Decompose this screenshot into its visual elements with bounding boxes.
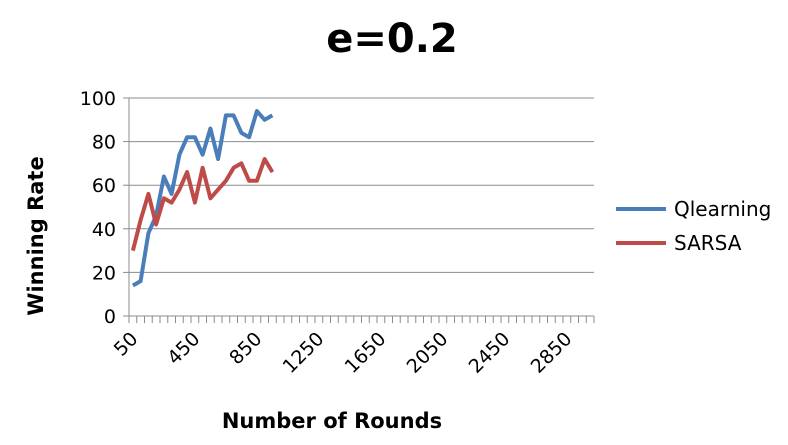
x-tick-label: 2850 — [527, 328, 577, 378]
series-line-sarsa — [130, 157, 275, 252]
y-tick-label: 40 — [92, 219, 116, 241]
axes — [128, 98, 594, 317]
x-tick-label: 450 — [163, 328, 204, 369]
y-tick-label: 20 — [92, 262, 116, 284]
y-tick-label: 100 — [80, 88, 116, 110]
x-tick-label: 1250 — [279, 328, 329, 378]
y-tick-label: 0 — [104, 306, 116, 328]
y-tick-label: 60 — [92, 175, 116, 197]
x-tick-label: 2450 — [465, 328, 515, 378]
y-tick-label: 80 — [92, 132, 116, 154]
x-axis-title: Number of Rounds — [222, 409, 442, 433]
legend-label-sarsa: SARSA — [674, 231, 742, 255]
legend: Qlearning SARSA — [616, 197, 771, 255]
y-axis-ticks: 0 20 40 60 80 100 — [80, 88, 129, 328]
x-tick-label: 50 — [110, 328, 143, 361]
x-tick-label: 2050 — [403, 328, 453, 378]
series-line-qlearning — [131, 109, 274, 288]
chart-title: e=0.2 — [326, 16, 458, 62]
x-axis-ticks: 50 450 850 1250 1650 2050 2450 2850 — [110, 316, 595, 378]
x-tick-label: 850 — [225, 328, 266, 369]
y-axis-title: Winning Rate — [24, 156, 48, 315]
x-tick-label: 1650 — [341, 328, 391, 378]
series-lines — [130, 109, 275, 288]
legend-label-qlearning: Qlearning — [674, 197, 771, 221]
